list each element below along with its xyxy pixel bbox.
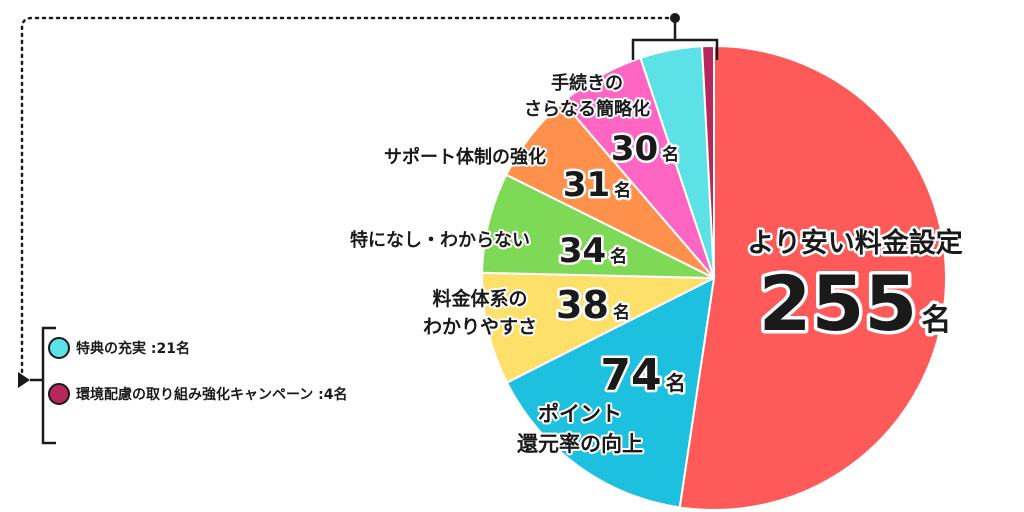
slice-unit: 名	[921, 303, 951, 338]
legend-bracket	[41, 326, 56, 445]
legend-label: 環境配慮の取り組み強化キャンペーン :4名	[76, 387, 348, 403]
slice-label: 還元率の向上	[517, 432, 643, 456]
slice-value-label: 31 名	[563, 165, 631, 205]
pie-slice	[481, 271, 715, 384]
slice-value-label: 38 名	[556, 283, 630, 327]
legend-connector	[18, 13, 719, 445]
slice-value: 34	[559, 231, 606, 271]
slice-unit: 名	[614, 180, 631, 201]
pie-slice	[700, 44, 715, 279]
slice-label: 料金体系の	[432, 287, 527, 310]
slice-value: 31	[563, 165, 610, 205]
pie-slice	[678, 44, 947, 511]
legend-swatch	[48, 337, 70, 359]
slice-value: 30	[611, 129, 658, 169]
slice-unit: 名	[666, 371, 686, 395]
pie-slice	[505, 276, 716, 509]
slice-value-label: 34 名	[559, 231, 627, 271]
slice-label: 特になし・わからない	[350, 229, 530, 251]
slice-label: 手続きの	[551, 72, 623, 94]
legend-swatch	[48, 383, 70, 405]
slice-value-label: 255 名	[759, 259, 952, 348]
slice-label: さらなる簡略化	[524, 98, 650, 120]
legend: 特典の充実 :21名 環境配慮の取り組み強化キャンペーン :4名	[48, 330, 468, 422]
legend-label: 特典の充実 :21名	[76, 341, 190, 357]
slice-label: より安い料金設定	[747, 227, 962, 259]
slice-label: わかりやすさ	[423, 316, 537, 338]
legend-item: 環境配慮の取り組み強化キャンペーン :4名	[48, 376, 468, 412]
slice-label: ポイント	[538, 402, 622, 426]
slice-unit: 名	[610, 246, 627, 267]
slice-value-label: 74 名	[600, 350, 685, 401]
legend-item: 特典の充実 :21名	[48, 330, 468, 366]
slice-label: サポート体制の強化	[384, 146, 546, 168]
pie-slices	[481, 44, 947, 511]
slice-value-label: 30 名	[611, 129, 679, 169]
slice-value: 38	[556, 283, 609, 327]
slice-value: 255	[759, 259, 918, 348]
connector-arrowhead	[18, 372, 30, 388]
slice-unit: 名	[613, 302, 630, 323]
pie-slice	[481, 173, 715, 279]
slice-unit: 名	[662, 144, 679, 165]
slice-value: 74	[600, 350, 661, 401]
connector-dotted-line	[20, 16, 677, 377]
